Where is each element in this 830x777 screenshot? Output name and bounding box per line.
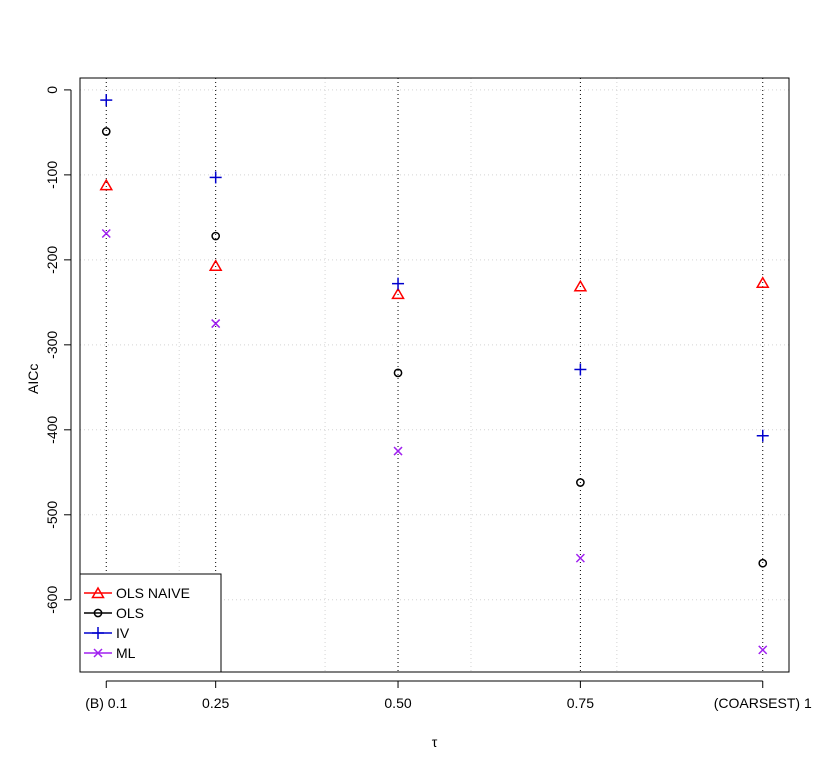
- point-ols-naive: [391, 287, 405, 300]
- point-iv: [756, 429, 769, 442]
- triangle-marker: [91, 586, 105, 599]
- x-axis-title: τ: [432, 734, 438, 750]
- legend-marker-ml: [93, 648, 103, 658]
- cross-marker-b: [575, 553, 585, 563]
- point-iv: [100, 94, 113, 107]
- cross-marker-b: [101, 228, 111, 239]
- point-ols: [758, 558, 768, 568]
- point-ml: [393, 446, 403, 456]
- circle-marker: [211, 231, 221, 241]
- y-tick-label: 0: [44, 86, 60, 94]
- point-ols-naive: [573, 279, 588, 292]
- triangle-marker: [391, 287, 405, 300]
- y-tick-label: -600: [44, 586, 60, 614]
- cross-marker-b: [393, 446, 403, 456]
- point-ml: [575, 553, 585, 563]
- y-axis-title: AICc: [25, 364, 41, 394]
- point-ml: [758, 645, 768, 655]
- point-ols-naive: [208, 259, 223, 272]
- circle-marker: [758, 558, 768, 568]
- cross-marker-b: [211, 319, 221, 329]
- triangle-marker: [755, 276, 770, 289]
- triangle-marker: [99, 178, 114, 191]
- x-tick-label: 0.75: [567, 695, 594, 711]
- legend-label-ols: OLS: [116, 605, 144, 621]
- point-iv: [392, 277, 405, 290]
- point-ml: [101, 228, 111, 239]
- y-tick-label: -400: [44, 416, 60, 444]
- x-tick-label: 0.25: [202, 695, 229, 711]
- circle-marker: [576, 478, 585, 487]
- point-ols: [211, 231, 221, 241]
- point-ols: [101, 127, 111, 136]
- point-ols: [576, 478, 585, 487]
- y-tick-label: -300: [44, 331, 60, 359]
- legend-marker-iv: [92, 627, 104, 639]
- legend-marker-ols: [93, 608, 103, 618]
- triangle-marker: [208, 259, 223, 272]
- legend-label-iv: IV: [116, 625, 130, 641]
- point-iv: [574, 363, 587, 376]
- cross-marker-b: [758, 645, 768, 655]
- legend-label-ml: ML: [116, 645, 136, 661]
- legend-marker-ols-naive: [91, 586, 105, 599]
- point-ols-naive: [755, 276, 770, 289]
- circle-marker: [101, 127, 111, 136]
- x-tick-label: (COARSEST) 1: [714, 695, 812, 711]
- y-tick-label: -100: [44, 161, 60, 189]
- y-tick-label: -200: [44, 246, 60, 274]
- data-points: [99, 94, 770, 655]
- point-ols: [393, 368, 403, 378]
- point-ols-naive: [99, 178, 114, 191]
- circle-marker: [93, 608, 103, 618]
- point-ml: [211, 319, 221, 329]
- triangle-marker: [573, 279, 588, 292]
- circle-marker: [393, 368, 403, 378]
- point-iv: [209, 171, 222, 184]
- legend-box: [79, 573, 222, 673]
- axes-layer: 0 -100 -200 -300 -400 -500 -600 (B) 0.1 0.25 0.50…: [44, 86, 812, 711]
- legend-label-ols-naive: OLS NAIVE: [116, 585, 190, 601]
- legend: OLS NAIVE OLS IV ML: [79, 573, 222, 673]
- cross-marker-b: [93, 648, 103, 658]
- x-tick-label: (B) 0.1: [85, 695, 127, 711]
- x-tick-label: 0.50: [384, 695, 411, 711]
- y-tick-label: -500: [44, 501, 60, 529]
- plot-frame: [79, 77, 790, 673]
- grid-layer: [80, 78, 789, 672]
